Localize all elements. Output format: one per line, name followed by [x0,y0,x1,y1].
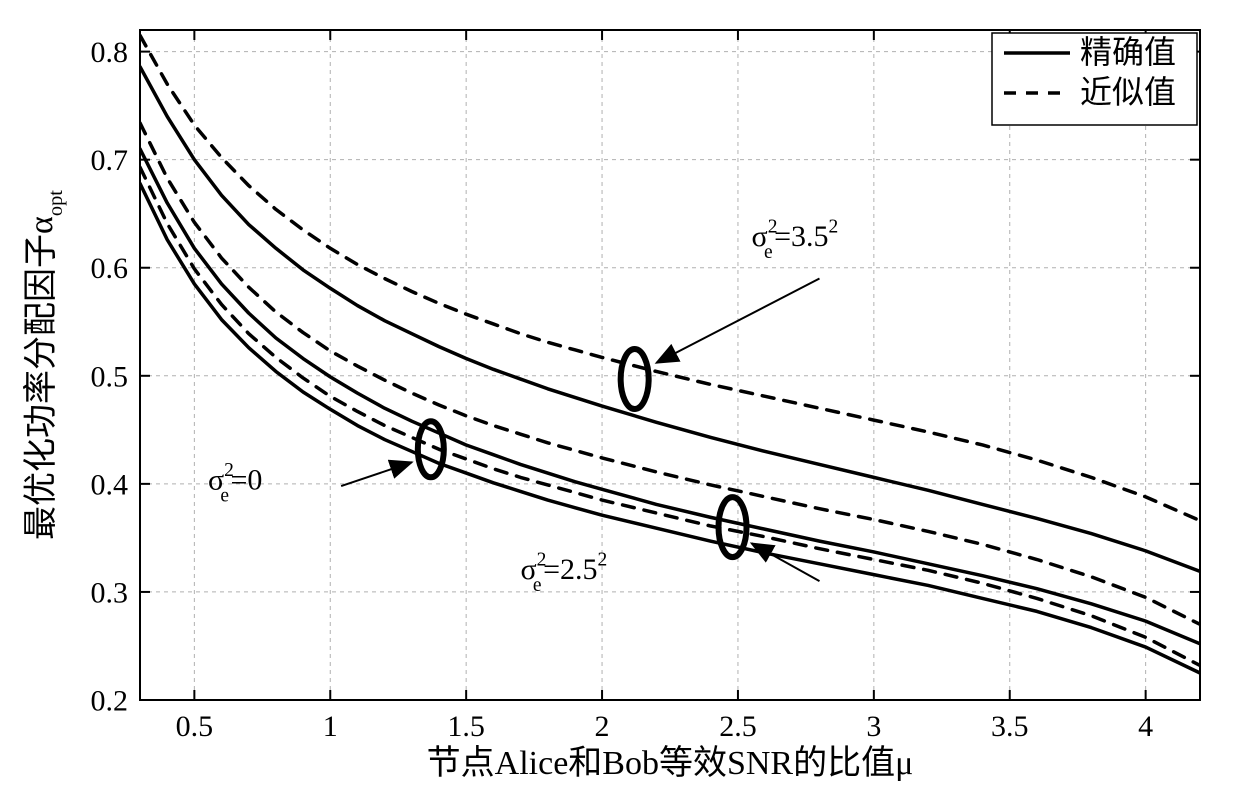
x-tick-label: 4 [1138,710,1153,743]
y-axis-title-sub: opt [45,190,67,216]
y-tick-label: 0.7 [91,144,129,177]
x-tick-label: 3 [866,710,881,743]
legend-label: 精确值 [1080,34,1176,70]
x-tick-label: 3.5 [991,710,1029,743]
y-tick-label: 0.4 [91,468,129,501]
chart-container: σ2e=3.52σ2e=2.52σ2e=0 0.511.522.533.54 0… [0,0,1240,794]
legend-label: 近似值 [1080,74,1176,110]
x-tick-label: 1.5 [447,710,485,743]
x-tick-label: 2 [595,710,610,743]
chart-svg: σ2e=3.52σ2e=2.52σ2e=0 0.511.522.533.54 0… [0,0,1240,794]
x-tick-label: 0.5 [176,710,214,743]
y-tick-label: 0.6 [91,252,129,285]
y-axis-title: 最优化功率分配因子αopt [22,190,67,540]
y-tick-label: 0.5 [91,360,129,393]
x-axis-title: 节点Alice和Bob等效SNR的比值μ [427,744,914,782]
y-tick-label: 0.2 [91,685,129,718]
y-axis-title-main: 最优化功率分配因子α [22,216,60,540]
x-tick-label: 2.5 [719,710,757,743]
y-tick-label: 0.8 [91,36,129,69]
x-tick-label: 1 [323,710,338,743]
legend: 精确值近似值 [992,33,1197,125]
svg-text:最优化功率分配因子αopt: 最优化功率分配因子αopt [22,190,67,540]
y-tick-label: 0.3 [91,576,129,609]
